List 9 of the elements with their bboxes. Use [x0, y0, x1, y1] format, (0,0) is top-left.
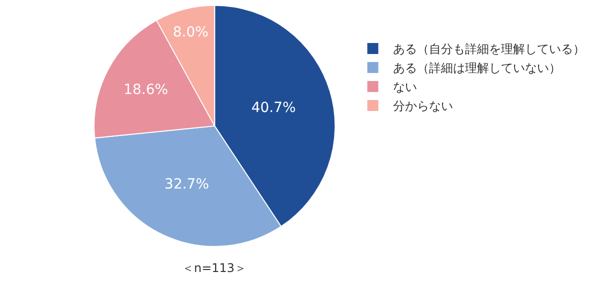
data-label: 8.0%: [172, 24, 208, 40]
data-label: 18.6%: [124, 82, 168, 98]
text: ＜n=113＞: [182, 261, 247, 275]
legend-label: ない: [392, 80, 417, 94]
data-label: 32.7%: [164, 176, 210, 193]
data-label: 40.7%: [251, 100, 296, 116]
legend-label: ある（詳細は理解していない）: [392, 61, 561, 76]
legend-label: ある（自分も詳細を理解している）: [392, 42, 585, 56]
legend-label: 分からない: [392, 99, 453, 114]
